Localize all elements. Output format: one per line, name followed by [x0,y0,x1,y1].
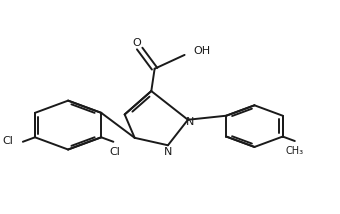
Text: N: N [164,147,172,157]
Text: N: N [185,117,194,127]
Text: CH₃: CH₃ [286,146,304,156]
Text: Cl: Cl [2,136,13,146]
Text: OH: OH [193,46,210,56]
Text: O: O [132,38,141,48]
Text: Cl: Cl [109,147,120,157]
